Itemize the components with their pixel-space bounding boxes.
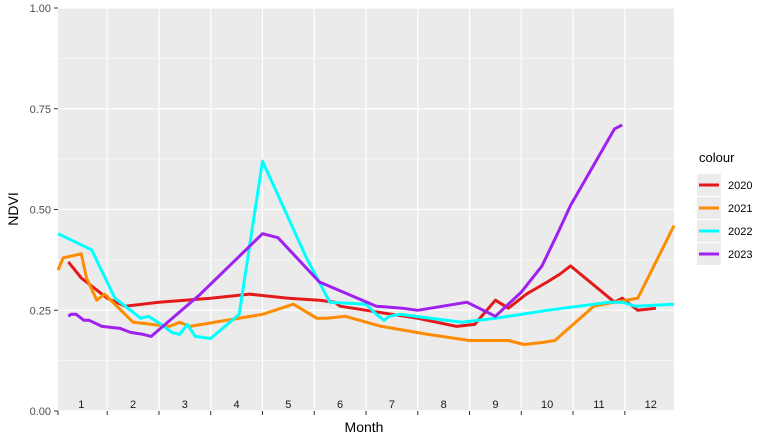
y-tick-label: 0.50 (30, 205, 51, 217)
legend-label-2020: 2020 (728, 180, 752, 192)
y-tick-label: 0.00 (30, 406, 51, 418)
x-axis-title: Month (345, 419, 384, 435)
x-tick-label: 12 (645, 399, 657, 411)
x-tick-label: 7 (389, 399, 395, 411)
x-tick-label: 5 (285, 399, 291, 411)
grid-major-lines (58, 7, 674, 412)
series-line-2020 (67, 260, 657, 328)
series-line-2023 (67, 123, 623, 338)
legend-label-2023: 2023 (728, 249, 752, 261)
x-tick-label: 4 (234, 399, 240, 411)
legend-items: 2020 2021 2022 2023 (697, 174, 752, 265)
legend: colour 2020 2021 2022 2023 (697, 150, 752, 265)
y-tick-label: 1.00 (30, 3, 51, 15)
x-tick-label: 9 (492, 399, 498, 411)
series-line-2022 (57, 159, 675, 340)
x-tick-label: 8 (441, 399, 447, 411)
y-tick-label: 0.75 (30, 104, 51, 116)
x-tick-label: 2 (130, 399, 136, 411)
legend-label-2021: 2021 (728, 203, 752, 215)
x-tick-label: 1 (78, 399, 84, 411)
y-axis-ticks: 0.00 0.25 0.50 0.75 1.00 (30, 3, 58, 418)
x-tick-label: 6 (337, 399, 343, 411)
series-line-2021 (56, 224, 676, 346)
x-axis-ticks: 1 2 3 4 5 6 7 8 9 10 11 12 (57, 399, 657, 415)
legend-label-2022: 2022 (728, 226, 752, 238)
x-tick-label: 11 (593, 399, 604, 411)
y-tick-label: 0.25 (30, 305, 51, 317)
x-tick-label: 3 (182, 399, 188, 411)
legend-title: colour (699, 150, 735, 165)
x-tick-label: 10 (541, 399, 553, 411)
series-lines (56, 123, 676, 346)
y-axis-title: NDVI (5, 192, 21, 225)
